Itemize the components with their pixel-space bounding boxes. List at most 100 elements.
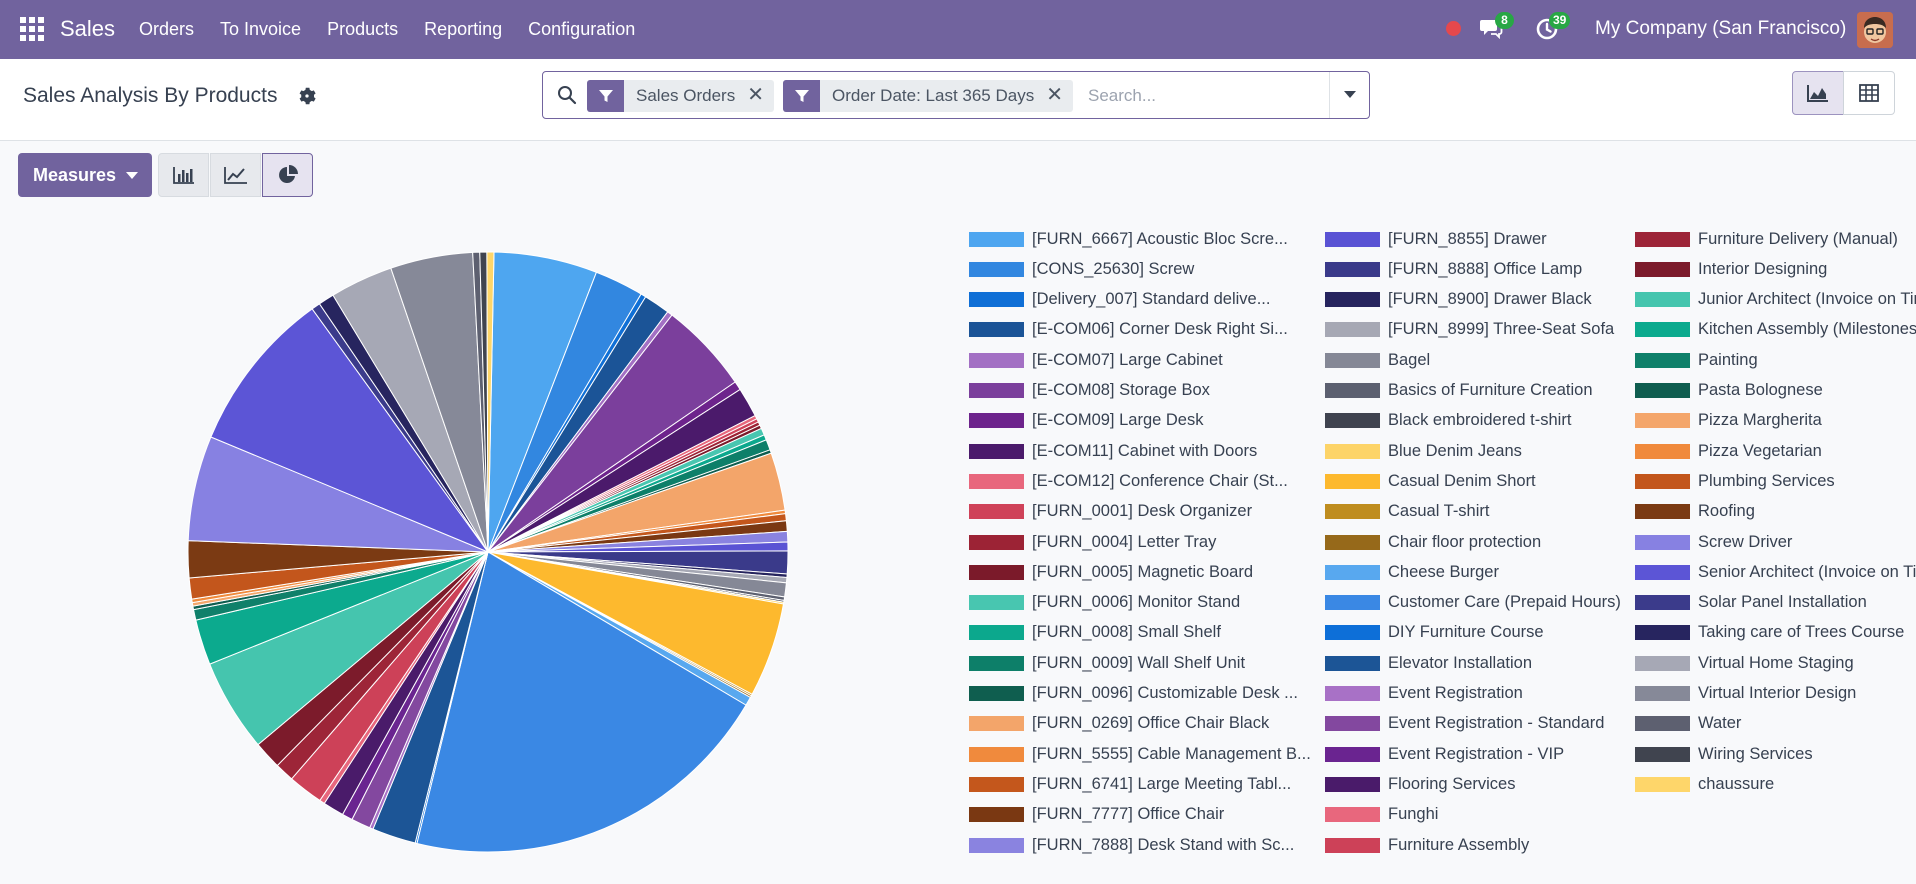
legend-item[interactable]: [FURN_6741] Large Meeting Tabl... (969, 772, 1291, 796)
bar-chart-button[interactable] (158, 153, 209, 197)
legend-item[interactable]: Senior Architect (Invoice on Timesheets) (1635, 560, 1916, 584)
menu-products[interactable]: Products (327, 19, 399, 39)
legend-item[interactable]: [FURN_7777] Office Chair (969, 803, 1224, 827)
legend-item[interactable]: Junior Architect (Invoice on Timesheets) (1635, 288, 1916, 312)
legend-item[interactable]: Solar Panel Installation (1635, 591, 1867, 615)
legend-item[interactable]: Pizza Vegetarian (1635, 439, 1822, 463)
search-icon[interactable] (557, 85, 577, 105)
legend-item[interactable]: Customer Care (Prepaid Hours) (1325, 591, 1621, 615)
legend-item[interactable]: Roofing (1635, 500, 1755, 524)
app-menu-grid-icon[interactable] (20, 17, 44, 41)
legend-item[interactable]: Blue Denim Jeans (1325, 439, 1522, 463)
chevron-down-icon (1343, 91, 1356, 98)
search-input[interactable] (1088, 82, 1318, 110)
legend-item[interactable]: [E-COM07] Large Cabinet (969, 348, 1223, 372)
legend-item[interactable]: [FURN_8888] Office Lamp (1325, 257, 1582, 281)
legend-label: [Delivery_007] Standard delive... (1032, 290, 1271, 309)
legend-item[interactable]: [FURN_8855] Drawer (1325, 227, 1547, 251)
legend-item[interactable]: Event Registration - VIP (1325, 742, 1564, 766)
legend-item[interactable]: Water (1635, 712, 1741, 736)
legend-item[interactable]: [FURN_5555] Cable Management B... (969, 742, 1311, 766)
legend-item[interactable]: [FURN_0004] Letter Tray (969, 530, 1216, 554)
legend-swatch (1635, 383, 1690, 398)
legend-label: Event Registration (1388, 684, 1523, 702)
legend-item[interactable]: Interior Designing (1635, 257, 1827, 281)
legend-item[interactable]: Funghi (1325, 803, 1438, 827)
menu-orders[interactable]: Orders (139, 19, 195, 39)
legend-item[interactable]: Elevator Installation (1325, 651, 1532, 675)
legend-item[interactable]: [FURN_0005] Magnetic Board (969, 560, 1253, 584)
legend-label: Funghi (1388, 805, 1439, 824)
remove-facet-icon[interactable]: ✕ (747, 84, 764, 106)
legend-item[interactable]: DIY Furniture Course (1325, 621, 1544, 645)
legend-item[interactable]: [E-COM11] Cabinet with Doors (969, 439, 1257, 463)
legend-item[interactable]: [E-COM06] Corner Desk Right Si... (969, 318, 1288, 342)
legend-item[interactable]: Furniture Assembly (1325, 833, 1529, 857)
legend-item[interactable]: [Delivery_007] Standard delive... (969, 288, 1270, 312)
control-panel: Sales Analysis By Products Sales Orders … (0, 59, 1916, 141)
legend-item[interactable]: Kitchen Assembly (Milestones) (1635, 318, 1916, 342)
search-options-toggle[interactable] (1329, 72, 1369, 118)
legend-label: Virtual Interior Design (1698, 684, 1857, 702)
pie-chart-button[interactable] (262, 153, 313, 197)
legend-item[interactable]: Furniture Delivery (Manual) (1635, 227, 1898, 251)
table-icon (1859, 84, 1879, 102)
company-switcher[interactable]: My Company (San Francisco) (1595, 18, 1847, 39)
pie-slice[interactable] (486, 251, 495, 553)
legend-item[interactable]: Virtual Home Staging (1635, 651, 1854, 675)
legend-item[interactable]: [FURN_0008] Small Shelf (969, 621, 1221, 645)
legend-item[interactable]: Basics of Furniture Creation (1325, 379, 1593, 403)
legend-item[interactable]: Casual Denim Short (1325, 469, 1536, 493)
pivot-view-button[interactable] (1843, 71, 1895, 115)
line-chart-button[interactable] (210, 153, 261, 197)
menu-reporting[interactable]: Reporting (424, 19, 503, 39)
legend-item[interactable]: [FURN_0006] Monitor Stand (969, 591, 1240, 615)
user-avatar[interactable] (1857, 12, 1893, 48)
legend-item[interactable]: Event Registration (1325, 682, 1523, 706)
app-name[interactable]: Sales (60, 16, 116, 41)
pie-slice[interactable] (210, 308, 490, 554)
menu-configuration[interactable]: Configuration (528, 19, 636, 39)
legend-label: Furniture Delivery (Manual) (1698, 229, 1898, 248)
legend-item[interactable]: Screw Driver (1635, 530, 1792, 554)
legend-item[interactable]: [FURN_0096] Customizable Desk ... (969, 682, 1298, 706)
graph-view-button[interactable] (1792, 71, 1844, 115)
recording-indicator-icon[interactable] (1446, 21, 1461, 36)
legend-item[interactable]: [FURN_7888] Desk Stand with Sc... (969, 833, 1294, 857)
legend-item[interactable]: [CONS_25630] Screw (969, 257, 1194, 281)
measures-dropdown-button[interactable]: Measures (18, 153, 152, 197)
legend-item[interactable]: Pizza Margherita (1635, 409, 1822, 433)
legend-item[interactable]: Chair floor protection (1325, 530, 1541, 554)
legend-item[interactable]: Bagel (1325, 348, 1430, 372)
legend-item[interactable]: Black embroidered t-shirt (1325, 409, 1571, 433)
remove-facet-icon[interactable]: ✕ (1046, 84, 1063, 106)
legend-item[interactable]: [FURN_0009] Wall Shelf Unit (969, 651, 1245, 675)
legend-item[interactable]: Taking care of Trees Course (1635, 621, 1904, 645)
legend-item[interactable]: chaussure (1635, 772, 1774, 796)
line-chart-icon (223, 167, 247, 184)
legend-item[interactable]: [FURN_8999] Three-Seat Sofa (1325, 318, 1614, 342)
legend-item[interactable]: Wiring Services (1635, 742, 1813, 766)
pie-chart-icon (278, 165, 298, 183)
legend-item[interactable]: [E-COM08] Storage Box (969, 379, 1210, 403)
legend-item[interactable]: Pasta Bolognese (1635, 379, 1823, 403)
legend-item[interactable]: [FURN_8900] Drawer Black (1325, 288, 1592, 312)
legend-item[interactable]: Virtual Interior Design (1635, 682, 1856, 706)
pie-slice[interactable] (416, 551, 747, 853)
legend-swatch (969, 413, 1024, 429)
gear-icon[interactable] (298, 87, 316, 105)
legend-item[interactable]: [FURN_6667] Acoustic Bloc Scre... (969, 227, 1288, 251)
menu-to-invoice[interactable]: To Invoice (220, 19, 302, 39)
legend-item[interactable]: Event Registration - Standard (1325, 712, 1604, 736)
legend-item[interactable]: [E-COM12] Conference Chair (St... (969, 469, 1288, 493)
legend-item[interactable]: Flooring Services (1325, 772, 1515, 796)
activities-clock-icon[interactable] (1535, 17, 1559, 41)
legend-item[interactable]: Painting (1635, 348, 1758, 372)
legend-item[interactable]: Cheese Burger (1325, 560, 1499, 584)
legend-item[interactable]: [E-COM09] Large Desk (969, 409, 1203, 433)
legend-item[interactable]: [FURN_0269] Office Chair Black (969, 712, 1269, 736)
legend-item[interactable]: Casual T-shirt (1325, 500, 1489, 524)
legend-item[interactable]: Plumbing Services (1635, 469, 1835, 493)
legend-item[interactable]: [FURN_0001] Desk Organizer (969, 500, 1252, 524)
legend-swatch (1325, 625, 1380, 641)
